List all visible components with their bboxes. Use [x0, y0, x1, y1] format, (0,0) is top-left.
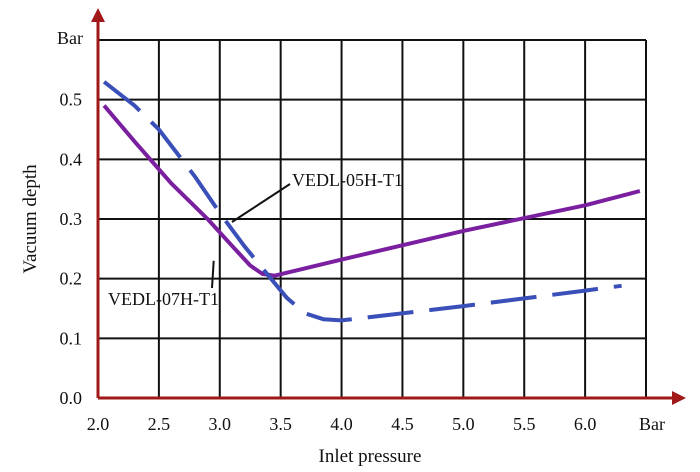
y-tick-label: 0.0: [60, 388, 83, 408]
axes: [91, 8, 686, 405]
y-unit-label: Bar: [57, 28, 83, 48]
x-unit-label: Bar: [639, 414, 665, 434]
x-tick-label: 4.0: [330, 414, 353, 434]
x-tick-label: 2.5: [148, 414, 171, 434]
y-axis-title: Vacuum depth: [20, 164, 41, 274]
series-line-vedl-05h-t1: [102, 80, 622, 323]
labels: Bar Bar Inlet pressure Vacuum depth VEDL…: [20, 28, 665, 467]
series-layer: [102, 80, 641, 323]
x-tick-label: 5.0: [452, 414, 475, 434]
y-tick-label: 0.4: [60, 149, 83, 169]
y-axis-arrow-icon: [91, 8, 105, 22]
series-label-vedl-07h-t1: VEDL-07H-T1: [108, 289, 219, 309]
y-tick-label: 0.5: [60, 90, 83, 110]
x-tick-label: 5.5: [513, 414, 536, 434]
y-tick-label: 0.2: [60, 269, 83, 289]
y-tick-label: 0.3: [60, 209, 83, 229]
leader-line-vedl-07h-t1: [211, 260, 215, 289]
leader-line-vedl-05h-t1: [231, 183, 291, 223]
x-tick-label: 2.0: [87, 414, 110, 434]
x-tick-label: 4.5: [391, 414, 414, 434]
x-tick-label: 6.0: [574, 414, 597, 434]
grid: [98, 39, 647, 398]
x-axis-arrow-icon: [672, 391, 686, 405]
x-tick-label: 3.0: [209, 414, 232, 434]
y-tick-label: 0.1: [60, 328, 83, 348]
series-label-vedl-05h-t1: VEDL-05H-T1: [292, 170, 403, 190]
x-tick-label: 3.5: [269, 414, 292, 434]
x-axis-title: Inlet pressure: [319, 446, 422, 467]
series-line-vedl-07h-t1: [102, 104, 641, 278]
